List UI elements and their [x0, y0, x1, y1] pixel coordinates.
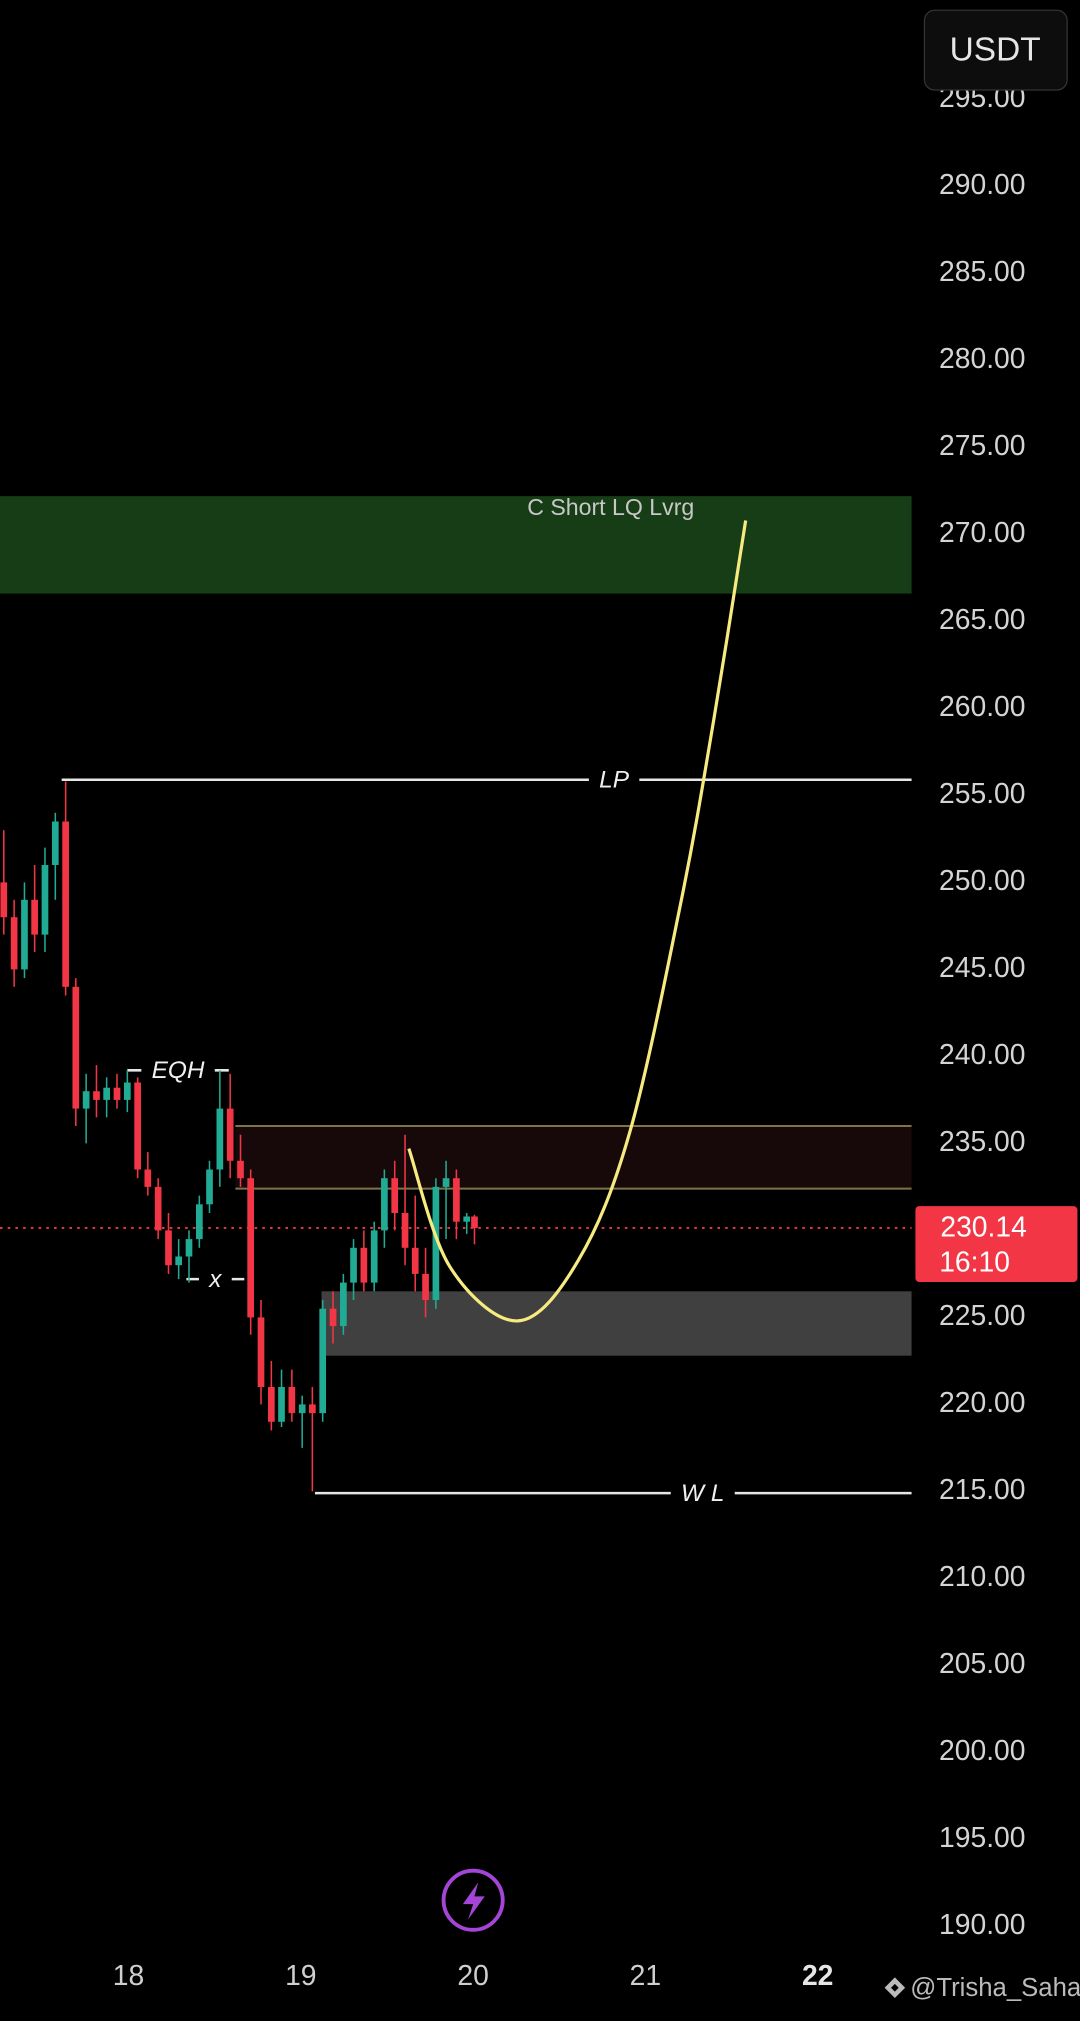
y-tick-label: 200.00	[939, 1734, 1025, 1766]
lightning-button[interactable]	[441, 1868, 505, 1932]
candle-body	[31, 899, 38, 935]
candle-body	[206, 1169, 213, 1205]
zone	[0, 496, 912, 594]
candle-body	[185, 1239, 193, 1257]
zone-label: C Short LQ Lvrg	[527, 494, 694, 520]
candle-body	[82, 1091, 90, 1109]
y-tick-label: 195.00	[939, 1821, 1025, 1853]
candle-body	[298, 1404, 306, 1414]
candle-body	[103, 1087, 110, 1100]
candle-body	[113, 1087, 121, 1100]
candle-body	[21, 899, 28, 970]
candle-body	[175, 1256, 183, 1266]
candle-body	[391, 1178, 399, 1214]
candle-body	[401, 1213, 409, 1248]
y-tick-label: 245.00	[939, 951, 1025, 983]
level-label: x	[208, 1266, 222, 1293]
watermark: @Trisha_Saha	[910, 1974, 1080, 2002]
level-label-bg	[588, 766, 640, 793]
y-tick-label: 210.00	[939, 1560, 1025, 1592]
candle-body	[41, 865, 49, 935]
candle-body	[123, 1082, 131, 1100]
x-tick-label: 21	[630, 1959, 661, 1991]
candle-body	[329, 1308, 337, 1327]
candle-body	[288, 1386, 296, 1414]
candle-body	[463, 1216, 471, 1222]
candle-body	[247, 1178, 255, 1318]
y-tick-label: 220.00	[939, 1386, 1025, 1418]
candle-body	[309, 1404, 316, 1414]
candle-body	[226, 1108, 234, 1161]
x-tick-label: 20	[457, 1959, 488, 1991]
currency-button[interactable]	[923, 9, 1068, 91]
y-tick-label: 270.00	[939, 516, 1025, 548]
candle-body	[350, 1247, 357, 1283]
candle-body	[93, 1091, 100, 1100]
candle-body	[134, 1082, 142, 1170]
y-tick-label: 265.00	[939, 603, 1025, 635]
candle-body	[10, 917, 18, 970]
candle-body	[432, 1186, 440, 1301]
last-price-badge	[915, 1206, 1078, 1282]
last-price-label: 230.14	[940, 1211, 1026, 1243]
candle-body	[237, 1160, 244, 1179]
candle-body	[370, 1230, 378, 1283]
y-tick-label: 205.00	[939, 1647, 1025, 1679]
candle-body	[360, 1247, 368, 1283]
candle-body	[144, 1169, 152, 1187]
candle-body	[195, 1204, 203, 1240]
y-tick-label: 215.00	[939, 1473, 1025, 1505]
candle-body	[319, 1308, 327, 1414]
candle-body	[0, 882, 8, 918]
candle-body	[268, 1386, 275, 1422]
candle-body	[257, 1317, 265, 1387]
y-tick-label: 225.00	[939, 1299, 1025, 1331]
y-tick-label: 255.00	[939, 777, 1025, 809]
y-tick-label: 260.00	[939, 690, 1025, 722]
y-tick-label: 280.00	[939, 342, 1025, 374]
candle-body	[62, 821, 69, 987]
candle-body	[411, 1247, 419, 1274]
countdown-label: 16:10	[939, 1245, 1010, 1277]
candle-body	[340, 1282, 347, 1327]
candle-body	[51, 821, 59, 866]
x-tick-label: 19	[285, 1959, 316, 1991]
lightning-icon	[462, 1882, 485, 1920]
candle-body	[442, 1178, 450, 1187]
x-tick-label: 18	[113, 1959, 144, 1991]
candle-body	[471, 1216, 478, 1228]
y-tick-label: 235.00	[939, 1125, 1025, 1157]
candle-body	[453, 1178, 460, 1222]
level-label: W L	[681, 1480, 724, 1507]
candle-body	[422, 1273, 429, 1301]
candle-body	[278, 1386, 285, 1422]
level-label-bg	[141, 1057, 215, 1084]
y-tick-label: 275.00	[939, 429, 1025, 461]
level-label-bg	[670, 1480, 735, 1506]
level-label: LP	[599, 766, 630, 793]
candle-body	[165, 1230, 172, 1266]
y-tick-label: 285.00	[939, 255, 1025, 287]
candle-body	[154, 1186, 162, 1231]
projection-curve	[407, 520, 748, 1323]
level-label: EQH	[152, 1057, 205, 1084]
x-tick-label: 22	[802, 1959, 833, 1991]
y-tick-label: 240.00	[939, 1038, 1025, 1070]
zone	[321, 1291, 912, 1356]
currency-label[interactable]: USDT	[950, 31, 1041, 68]
y-tick-label: 250.00	[939, 864, 1025, 896]
watermark-logo	[884, 1977, 906, 1998]
y-tick-label: 190.00	[939, 1908, 1025, 1940]
y-tick-label: 290.00	[939, 168, 1025, 200]
candle-body	[72, 986, 80, 1109]
zone	[235, 1126, 912, 1189]
candle-body	[381, 1178, 388, 1231]
candle-body	[216, 1108, 224, 1170]
level-label-bg	[198, 1266, 232, 1292]
